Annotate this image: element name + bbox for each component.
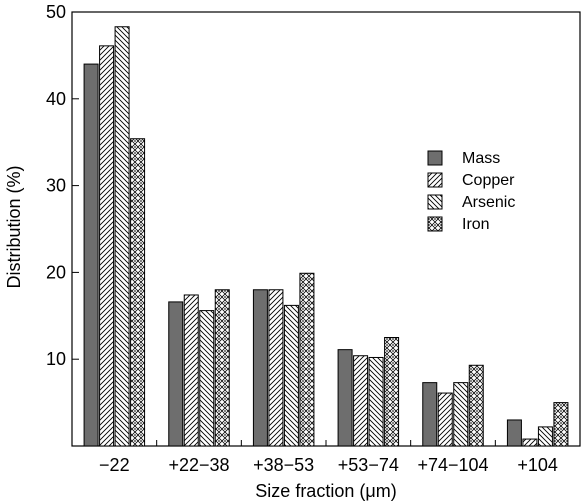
plot-area — [71, 11, 581, 447]
y-tick-label: 40 — [46, 89, 66, 109]
bar-iron-2 — [299, 272, 315, 447]
legend-swatch-mass — [427, 150, 443, 166]
y-tick-label: 30 — [46, 176, 66, 196]
legend-label-arsenic: Arsenic — [462, 194, 515, 211]
legend-swatch-iron — [427, 216, 443, 232]
bar-copper-4 — [437, 392, 453, 447]
bar-iron-0 — [130, 138, 146, 447]
legend-label-mass: Mass — [462, 150, 500, 167]
plot-frame — [71, 11, 581, 447]
bar-iron-3 — [384, 337, 400, 447]
bar-copper-3 — [353, 355, 369, 447]
bar-arsenic-4 — [453, 382, 469, 447]
y-axis-title: Distribution (%) — [4, 165, 24, 288]
bar-arsenic-0 — [114, 26, 130, 447]
x-tick-label: +22−38 — [168, 455, 229, 475]
bar-iron-4 — [468, 364, 484, 447]
bar-copper-2 — [268, 289, 284, 447]
legend-label-iron: Iron — [462, 216, 490, 233]
x-tick-label: +104 — [517, 455, 558, 475]
bar-mass-5 — [506, 419, 522, 447]
y-tick-label: 50 — [46, 2, 66, 22]
bar-mass-0 — [83, 63, 99, 447]
y-axis: 10 20 30 40 50 — [46, 2, 79, 369]
bar-copper-1 — [183, 294, 199, 447]
legend: Mass Copper Arsenic Iron — [427, 150, 515, 233]
bar-mass-2 — [252, 289, 268, 447]
x-tick-label: +74−104 — [417, 455, 488, 475]
legend-swatch-arsenic — [427, 194, 443, 210]
x-axis: −22 +22−38 +38−53 +53−74 +74−104 +104 — [99, 440, 558, 475]
y-tick-label: 10 — [46, 349, 66, 369]
legend-swatch-copper — [427, 172, 443, 188]
y-tick-label: 20 — [46, 262, 66, 282]
x-tick-label: +38−53 — [253, 455, 314, 475]
bars — [83, 26, 569, 447]
bar-arsenic-2 — [283, 304, 299, 447]
bar-iron-5 — [553, 402, 569, 447]
x-tick-label: +53−74 — [338, 455, 399, 475]
bar-mass-3 — [337, 349, 353, 447]
bar-arsenic-3 — [368, 356, 384, 447]
bar-iron-1 — [214, 289, 230, 447]
bar-mass-1 — [168, 301, 184, 447]
x-tick-label: −22 — [99, 455, 130, 475]
bar-arsenic-5 — [537, 426, 553, 447]
legend-label-copper: Copper — [462, 172, 515, 189]
bar-mass-4 — [422, 382, 438, 447]
bar-copper-5 — [522, 438, 538, 447]
x-axis-title: Size fraction (μm) — [255, 481, 396, 501]
bar-arsenic-1 — [199, 310, 215, 447]
bar-copper-0 — [99, 45, 115, 447]
